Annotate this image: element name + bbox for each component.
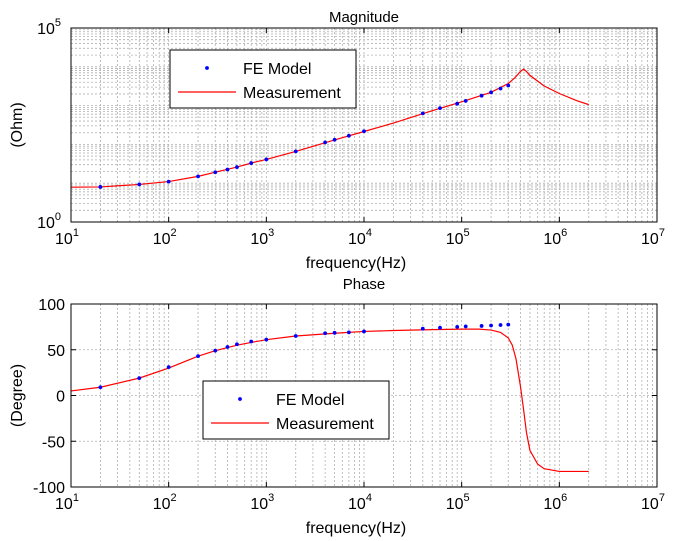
x-tick-label: 107 xyxy=(641,227,665,248)
legend-box xyxy=(169,49,357,109)
data-point xyxy=(455,324,460,329)
data-point xyxy=(463,99,468,103)
data-point xyxy=(489,323,493,328)
data-point xyxy=(362,329,366,334)
data-point xyxy=(438,325,442,330)
data-point xyxy=(166,365,171,370)
data-point xyxy=(225,345,230,349)
x-tick-label: 103 xyxy=(250,492,274,513)
legend-model-label: FE Model xyxy=(276,392,344,409)
x-tick-label: 104 xyxy=(348,227,372,248)
x-tick-label: 102 xyxy=(153,492,177,513)
data-point xyxy=(235,342,239,347)
data-point xyxy=(362,129,366,134)
legend-model-label: FE Model xyxy=(243,61,311,78)
data-point xyxy=(489,90,493,95)
legend-measurement-label: Measurement xyxy=(276,416,374,433)
x-tick-label: 103 xyxy=(250,227,274,248)
phase-title: Phase xyxy=(343,276,386,293)
data-point xyxy=(479,324,484,328)
data-point xyxy=(137,376,142,381)
data-point xyxy=(213,170,218,175)
magnitude-y-axis-label: (Ohm) xyxy=(9,102,26,147)
x-tick-label: 104 xyxy=(348,492,372,513)
data-point xyxy=(455,101,460,106)
phase-fe-model-points xyxy=(98,322,511,390)
x-tick-label: 105 xyxy=(446,492,470,513)
x-tick-label: 107 xyxy=(641,492,665,513)
data-point xyxy=(479,93,484,98)
y-tick-label: -50 xyxy=(42,434,65,451)
x-tick-label: 101 xyxy=(55,227,79,248)
data-point xyxy=(249,161,254,165)
x-tick-label: 102 xyxy=(153,227,177,248)
data-point xyxy=(293,149,298,154)
data-point xyxy=(137,182,142,187)
data-point xyxy=(498,323,503,327)
data-point xyxy=(196,174,200,179)
data-point xyxy=(98,185,103,189)
magnitude-legend: FE Model Measurement xyxy=(169,49,357,109)
y-tick-label: 100 xyxy=(38,297,65,314)
data-point xyxy=(249,339,254,344)
data-point xyxy=(332,137,337,142)
magnitude-title: Magnitude xyxy=(329,9,399,26)
data-point xyxy=(346,330,351,335)
y-tick-label: -100 xyxy=(33,480,65,497)
magnitude-plot: 101 102 103 104 105 106 107 100 105 Magnitude freq… xyxy=(9,9,665,272)
data-point xyxy=(323,140,328,145)
data-point xyxy=(498,86,503,91)
data-point xyxy=(264,337,269,342)
data-point xyxy=(264,157,269,162)
magnitude-fe-model-points xyxy=(98,83,511,189)
data-point xyxy=(166,179,171,184)
phase-y-axis-label: (Degree) xyxy=(9,364,26,427)
y-tick-label: 0 xyxy=(56,389,65,406)
data-point xyxy=(332,330,337,335)
phase-plot: 101 102 103 104 105 106 107 100 50 0 -50 -100 Phase f… xyxy=(9,276,665,537)
x-tick-label: 105 xyxy=(446,227,470,248)
y-tick-label: 105 xyxy=(37,17,61,38)
y-tick-label: 50 xyxy=(47,343,65,360)
legend-model-marker xyxy=(238,397,242,401)
data-point xyxy=(463,324,468,329)
data-point xyxy=(438,106,442,111)
magnitude-x-axis-label: frequency(Hz) xyxy=(306,255,406,272)
x-tick-label: 101 xyxy=(55,492,79,513)
magnitude-measurement-line xyxy=(70,68,589,188)
data-point xyxy=(420,111,425,116)
legend-measurement-label: Measurement xyxy=(243,85,341,102)
phase-x-axis-label: frequency(Hz) xyxy=(306,520,406,537)
data-point xyxy=(420,326,425,331)
y-tick-label: 100 xyxy=(37,211,61,232)
data-point xyxy=(225,167,230,172)
data-point xyxy=(506,83,511,88)
phase-measurement-line xyxy=(70,328,589,473)
legend-box xyxy=(202,380,390,440)
legend-model-marker xyxy=(205,66,209,70)
x-tick-label: 106 xyxy=(543,492,567,513)
phase-grid xyxy=(71,304,657,487)
data-point xyxy=(98,385,103,390)
data-point xyxy=(506,322,511,327)
data-point xyxy=(235,165,239,169)
phase-legend: FE Model Measurement xyxy=(202,380,390,440)
data-point xyxy=(196,354,200,359)
data-point xyxy=(323,331,328,336)
data-point xyxy=(213,348,218,353)
data-point xyxy=(293,334,298,338)
data-point xyxy=(346,133,351,138)
x-tick-label: 106 xyxy=(543,227,567,248)
